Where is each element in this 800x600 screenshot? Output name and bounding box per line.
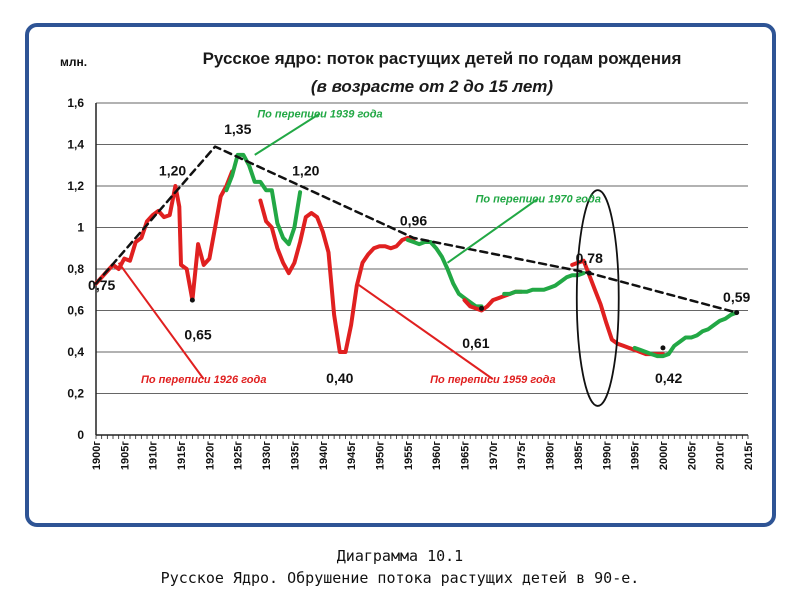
axes: 0 0,2 0,4 0,6 0,8 1 1,2 1,4 1,6 1900г 1905г 1910г 19…	[67, 96, 755, 470]
annotation-label: По переписи 1926 года	[141, 374, 266, 386]
data-label: 1,35	[224, 121, 251, 137]
annotation-leader	[254, 112, 321, 156]
chart: Русское ядро: поток растущих детей по го…	[60, 49, 755, 470]
x-tick-label: 1915г	[176, 441, 188, 470]
data-label: 0,61	[462, 335, 489, 351]
caption-line-1: Диаграмма 10.1	[336, 547, 464, 565]
annotation-leader	[446, 197, 539, 264]
x-tick-label: 1900г	[91, 441, 103, 470]
annotation-leader	[356, 282, 494, 380]
y-tick-label: 1,6	[67, 96, 84, 110]
series-line	[94, 169, 235, 303]
data-point-marker	[734, 310, 740, 316]
series-group	[94, 145, 739, 359]
x-tick-label: 1995г	[630, 441, 642, 470]
data-point-marker	[189, 297, 195, 303]
annotation-label: По переписи 1959 года	[430, 374, 555, 386]
series-line	[405, 238, 484, 309]
x-tick-label: 1960г	[431, 441, 443, 470]
x-tick-label: 1920г	[204, 441, 216, 470]
y-tick-label: 0	[77, 428, 84, 442]
series-line	[258, 198, 416, 354]
chart-frame	[25, 23, 776, 527]
y-tick-label: 1,4	[67, 138, 84, 152]
data-label: 1,20	[159, 163, 186, 179]
data-label: 0,96	[400, 212, 427, 228]
y-tick-label: 1	[77, 221, 84, 235]
data-label: 0,78	[576, 250, 603, 266]
x-tick-label: 1925г	[233, 441, 245, 470]
x-tick-label: 1930г	[261, 441, 273, 470]
x-tick-label: 1935г	[289, 441, 301, 470]
caption: Диаграмма 10.1 Русское Ядро. Обрушение п…	[0, 545, 800, 589]
y-tick-label: 0,6	[67, 304, 84, 318]
x-tick-label: 1985г	[573, 441, 585, 470]
y-tick-label: 0,2	[67, 387, 84, 401]
x-tick-label: 1970г	[488, 441, 500, 470]
data-point-marker	[660, 345, 666, 351]
overlays: По переписи 1939 года По переписи 1970 го…	[88, 109, 750, 407]
x-tick-label: 2000г	[658, 441, 670, 470]
x-tick-label: 1945г	[346, 441, 358, 470]
grid	[96, 102, 748, 436]
caption-line-2: Русское Ядро. Обрушение потока растущих …	[160, 569, 640, 587]
data-label: 0,59	[723, 289, 750, 305]
data-label: 0,42	[655, 370, 682, 386]
chart-title: Русское ядро: поток растущих детей по го…	[203, 49, 682, 68]
series-line	[224, 152, 303, 247]
data-label: 0,65	[184, 327, 211, 343]
highlight-ellipse	[575, 189, 620, 407]
x-tick-label: 1940г	[318, 441, 330, 470]
y-tick-label: 1,2	[67, 179, 84, 193]
trend-line	[94, 145, 738, 314]
annotation-label: По переписи 1970 года	[475, 194, 600, 206]
x-tick-label: 2015г	[743, 441, 755, 470]
data-label: 0,40	[326, 370, 353, 386]
x-tick-label: 1950г	[374, 441, 386, 470]
annotation-leader	[117, 262, 205, 380]
data-label: 1,20	[292, 163, 319, 179]
y-tick-label: 0,4	[67, 345, 84, 359]
y-axis-label: млн.	[60, 55, 87, 69]
x-tick-label: 1955г	[403, 441, 415, 470]
x-tick-label: 1910г	[148, 441, 160, 470]
x-tick-label: 2010г	[715, 441, 727, 470]
x-tick-label: 1905г	[119, 441, 131, 470]
data-point-marker	[479, 305, 485, 311]
x-tick-label: 1965г	[460, 441, 472, 470]
annotation-label: По переписи 1939 года	[257, 109, 382, 121]
x-tick-label: 1990г	[601, 441, 613, 470]
data-point-marker	[586, 270, 592, 276]
chart-subtitle: (в возрасте от 2 до 15 лет)	[311, 77, 553, 96]
data-label: 0,75	[88, 277, 115, 293]
x-tick-label: 1975г	[516, 441, 528, 470]
x-tick-label: 2005г	[686, 441, 698, 470]
x-tick-label: 1980г	[545, 441, 557, 470]
series-line	[502, 271, 586, 296]
y-tick-label: 0,8	[67, 262, 84, 276]
series-line	[632, 310, 739, 359]
